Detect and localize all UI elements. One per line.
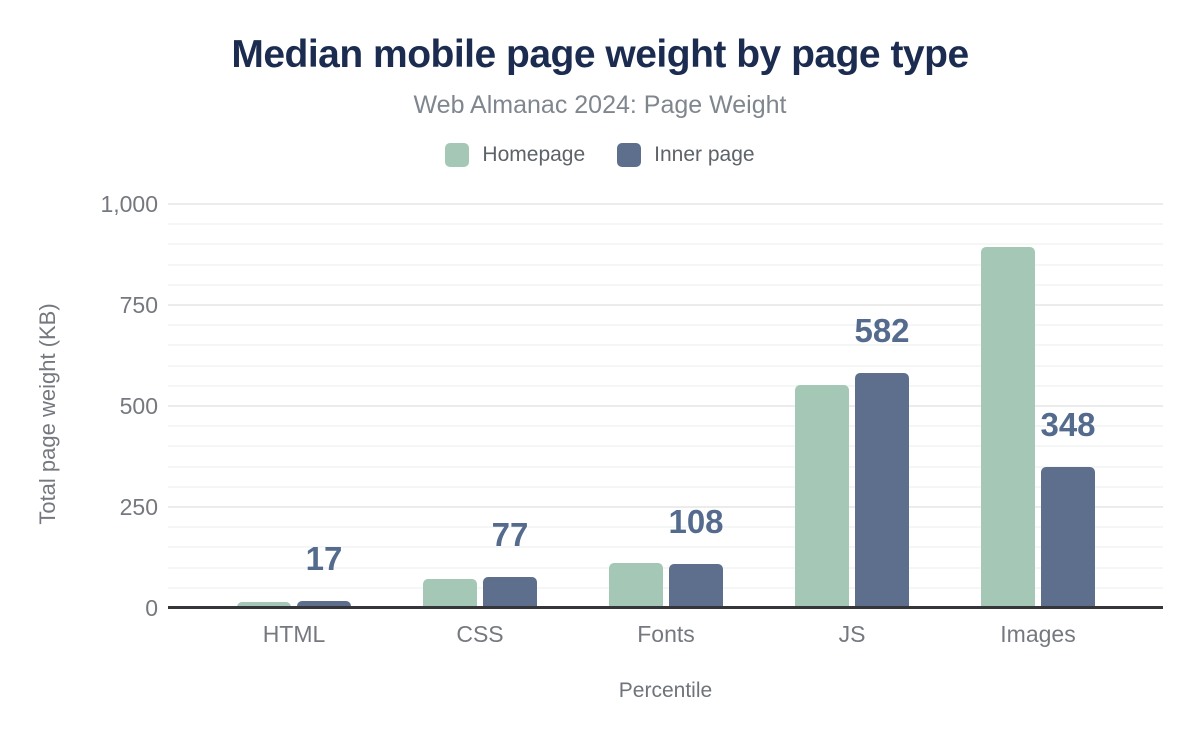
value-label-html: 17 [305, 540, 343, 578]
legend-label-inner-page: Inner page [654, 143, 755, 166]
minor-gridline-800 [168, 283, 1163, 286]
bar-homepage-html [237, 601, 291, 608]
plot-area: 17 77 108 582 348 [168, 203, 1163, 609]
bar-homepage-css [423, 579, 477, 608]
x-tick-label-html: HTML [262, 621, 326, 647]
x-tick-label-js: JS [838, 621, 866, 647]
legend-swatch-homepage-icon [445, 143, 470, 167]
major-gridline-750 [168, 304, 1163, 306]
major-gridline-250 [168, 506, 1163, 508]
legend-swatch-inner-page-icon [617, 143, 642, 167]
value-label-fonts: 108 [668, 503, 724, 541]
bar-homepage-js [795, 385, 849, 608]
bar-homepage-fonts [609, 563, 663, 608]
minor-gridline-600 [168, 364, 1163, 367]
bar-inner-page-css [483, 576, 537, 608]
x-tick-label-images: Images [1000, 621, 1076, 647]
minor-gridline-150 [168, 546, 1163, 549]
major-gridline-500 [168, 405, 1163, 407]
legend-item-inner-page: Inner page [617, 143, 755, 167]
y-tick-label-1000: 1,000 [100, 191, 158, 217]
y-tick-label-750: 750 [119, 292, 158, 318]
legend: Homepage Inner page [0, 142, 1200, 168]
minor-gridline-400 [168, 445, 1163, 448]
minor-gridline-200 [168, 526, 1163, 529]
major-gridline-1000 [168, 203, 1163, 205]
minor-gridline-300 [168, 485, 1163, 488]
minor-gridline-50 [168, 586, 1163, 589]
x-axis-line [168, 606, 1163, 609]
minor-gridline-350 [168, 465, 1163, 468]
minor-gridline-100 [168, 566, 1163, 569]
bar-inner-page-fonts [669, 564, 723, 608]
bar-inner-page-js [855, 372, 909, 608]
x-axis-title: Percentile [618, 679, 713, 702]
bar-homepage-images [981, 246, 1035, 608]
value-label-css: 77 [491, 515, 529, 553]
value-label-images: 348 [1040, 406, 1096, 444]
legend-label-homepage: Homepage [482, 143, 586, 166]
bar-inner-page-images [1041, 467, 1095, 608]
x-tick-label-fonts: Fonts [637, 621, 695, 647]
minor-gridline-950 [168, 223, 1163, 226]
y-tick-label-500: 500 [119, 393, 158, 419]
chart-subtitle: Web Almanac 2024: Page Weight [413, 91, 787, 119]
minor-gridline-650 [168, 344, 1163, 347]
minor-gridline-700 [168, 324, 1163, 327]
y-tick-label-250: 250 [119, 494, 158, 520]
x-tick-label-css: CSS [456, 621, 504, 647]
legend-item-homepage: Homepage [445, 143, 585, 167]
minor-gridline-850 [168, 263, 1163, 266]
y-tick-label-0: 0 [145, 595, 158, 621]
minor-gridline-900 [168, 243, 1163, 246]
bar-inner-page-html [297, 601, 351, 608]
minor-gridline-450 [168, 425, 1163, 428]
value-label-js: 582 [854, 311, 910, 349]
minor-gridline-550 [168, 384, 1163, 387]
chart-title: Median mobile page weight by page type [231, 33, 969, 76]
